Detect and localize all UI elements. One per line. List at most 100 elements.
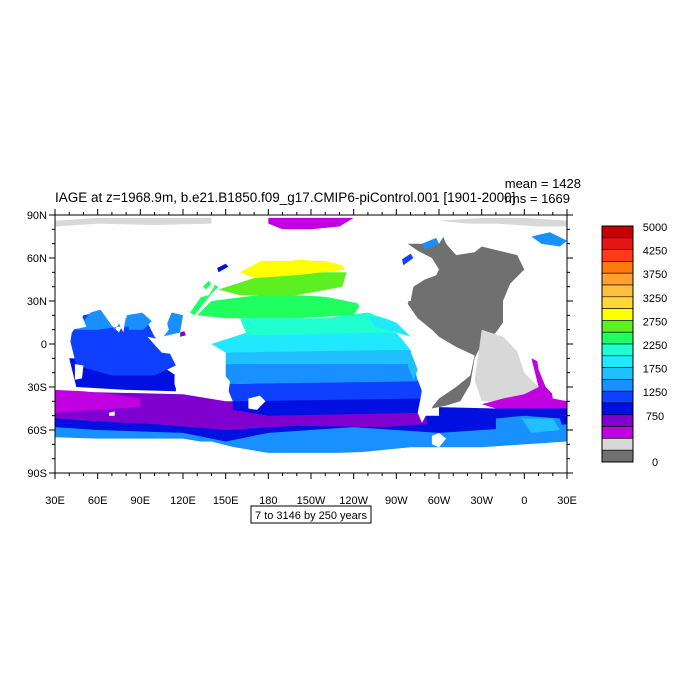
mean-label: mean = 1428 — [505, 176, 581, 191]
colorbar-swatch — [601, 237, 634, 250]
land-eurasia-north — [55, 232, 283, 301]
land-south-america — [410, 329, 475, 423]
colorbar-swatch — [601, 355, 634, 368]
colorbar-label: 750 — [646, 411, 664, 423]
colorbar-swatch — [601, 331, 634, 345]
baffin-blue — [421, 237, 439, 250]
colorbar-swatch — [601, 390, 634, 404]
lon-label: 30E — [45, 495, 65, 507]
pacific-band-2000 — [225, 349, 414, 365]
land-indonesia — [147, 336, 226, 359]
lon-label: 150E — [213, 495, 239, 507]
lon-label: 180 — [259, 495, 277, 507]
land-arabia-india — [76, 293, 155, 333]
land-europe-africa-west — [503, 258, 567, 327]
colorbar-label: 0 — [652, 457, 658, 469]
colorbar-swatch — [601, 438, 634, 451]
arctic-ice-atlantic — [439, 217, 567, 227]
lon-label: 120W — [339, 495, 368, 507]
colorbar-swatch — [601, 449, 634, 463]
east-pacific-2000 — [407, 351, 418, 380]
south-atlantic-2000 — [521, 418, 560, 433]
pacific-band-1500 — [225, 379, 425, 402]
pacific-band-2750 — [197, 293, 361, 319]
east-pacific-2250 — [367, 315, 411, 337]
land-madagascar — [74, 364, 84, 380]
colorbar: 5000 4250 3750 3250 2750 2250 1750 1250 750 0 — [601, 222, 667, 469]
colorbar-swatch — [601, 402, 634, 416]
lat-label: 60S — [27, 425, 47, 437]
land-new-zealand — [248, 395, 266, 410]
lon-label: 30E — [557, 495, 577, 507]
land-greenland — [439, 223, 496, 256]
colorbar-label: 2750 — [643, 316, 667, 328]
rms-label: rms = 1669 — [505, 191, 570, 206]
contour-info-text: 7 to 3146 by 250 years — [255, 510, 367, 522]
land-north-america — [285, 240, 439, 333]
colorbar-swatch — [601, 225, 634, 239]
land-antarctica — [55, 441, 567, 473]
lon-label: 150W — [297, 495, 326, 507]
pacific-band-1250 — [232, 398, 425, 416]
colorbar-swatch — [601, 343, 634, 357]
pacific-band-2250 — [211, 332, 411, 353]
arctic-ice-west — [55, 217, 212, 227]
arctic-750-pacific-side — [268, 217, 354, 230]
colorbar-label: 1250 — [643, 387, 667, 399]
colorbar-label: 1750 — [643, 364, 667, 376]
kuroshio-2750 — [190, 283, 219, 316]
sulu-sea-purple — [180, 331, 186, 337]
hudson-bay-blue — [402, 253, 414, 266]
colorbar-label: 3250 — [643, 293, 667, 305]
bay-of-bengal-1750 — [126, 311, 152, 330]
okhotsk-blue — [217, 263, 229, 273]
map-area: 90N 60N 30N 0 30S 60S 90S 30E 60E 90E 120E 150E 180… — [27, 209, 577, 507]
lon-label: 60E — [88, 495, 108, 507]
land-africa-south — [524, 332, 567, 395]
lat-label: 90S — [27, 468, 47, 480]
colorbar-swatch — [601, 284, 634, 298]
land-australia — [174, 358, 230, 399]
lon-label: 90E — [131, 495, 151, 507]
colorbar-label: 5000 — [643, 222, 667, 234]
south-atlantic-ice-grey — [474, 329, 542, 402]
colorbar-swatch — [601, 414, 634, 427]
lon-label: 0 — [521, 495, 527, 507]
lon-label: 30W — [470, 495, 493, 507]
colorbar-swatch — [601, 379, 634, 392]
lon-label: 120E — [170, 495, 196, 507]
lat-label: 60N — [27, 253, 47, 265]
colorbar-swatch — [601, 320, 634, 333]
lat-label: 90N — [27, 210, 47, 222]
norwegian-sea-1750 — [531, 232, 567, 247]
colorbar-swatch — [601, 261, 634, 274]
japan-sea-green — [202, 280, 212, 290]
plot-title: IAGE at z=1968.9m, b.e21.B1850.f09_g17.C… — [55, 190, 515, 205]
latitude-labels: 90N 60N 30N 0 30S 60S 90S — [27, 210, 47, 480]
pacific-band-3000 — [218, 272, 347, 296]
lat-label: 30S — [27, 382, 47, 394]
land-new-guinea — [200, 346, 226, 357]
colorbar-swatch — [601, 249, 634, 262]
lat-label: 30N — [27, 296, 47, 308]
ocean-age-field — [55, 217, 567, 473]
lon-label: 90W — [385, 495, 408, 507]
colorbar-swatch — [601, 426, 634, 439]
lon-label: 60W — [428, 495, 451, 507]
south-atlantic-band-750-west — [55, 389, 141, 413]
lat-label: 0 — [41, 339, 47, 351]
colorbar-label: 4250 — [643, 246, 667, 258]
south-atlantic-1250 — [439, 407, 567, 419]
land-southeast-asia — [151, 312, 169, 342]
colorbar-swatch — [601, 296, 634, 309]
colorbar-label: 3750 — [643, 269, 667, 281]
land-africa-east — [55, 301, 87, 387]
pacific-band-3250 — [239, 258, 347, 279]
colorbar-swatch — [601, 308, 634, 321]
map-axis-ticks — [49, 209, 573, 479]
pacific-band-1750 — [225, 361, 418, 385]
colorbar-swatch — [601, 272, 634, 286]
colorbar-swatch — [601, 367, 634, 380]
colorbar-label: 2250 — [643, 340, 667, 352]
pacific-band-2500 — [239, 312, 394, 336]
